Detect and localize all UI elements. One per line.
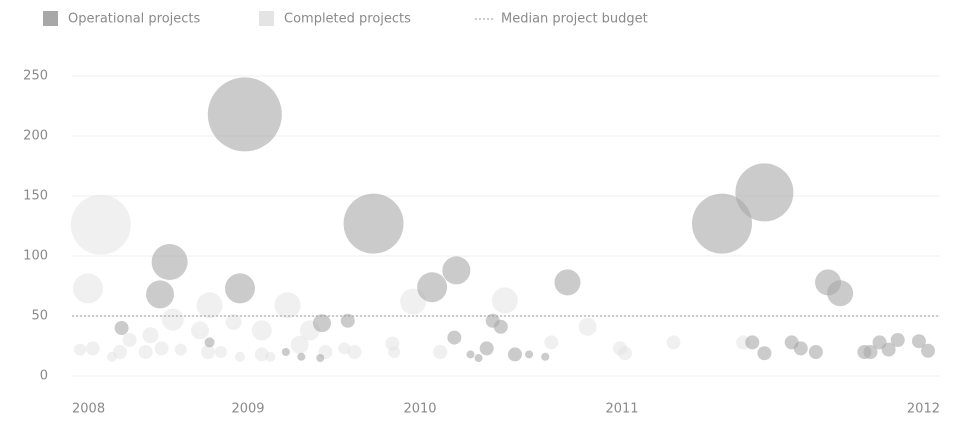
bubble	[204, 337, 215, 348]
bubble	[214, 346, 227, 358]
bubble	[73, 273, 103, 304]
bubble	[225, 314, 242, 330]
bubble	[122, 333, 137, 347]
bubble	[442, 256, 471, 285]
y-tick-label: 100	[23, 249, 48, 264]
bubble	[138, 345, 153, 359]
bubble	[827, 280, 854, 307]
bubble	[174, 343, 187, 356]
bubble	[316, 354, 325, 362]
bubble	[491, 287, 518, 314]
bubble	[745, 335, 760, 350]
bubble	[544, 335, 559, 350]
bubble	[85, 341, 100, 356]
bubble	[911, 334, 926, 349]
bubble	[151, 244, 188, 280]
x-tick-label: 2011	[605, 402, 638, 417]
bubble	[757, 346, 772, 361]
bubble	[338, 342, 351, 355]
x-tick-label: 2012	[907, 402, 940, 417]
legend-swatch	[43, 11, 58, 26]
bubble	[493, 319, 508, 334]
bubble	[281, 348, 290, 356]
x-tick-label: 2009	[231, 402, 264, 417]
series	[114, 77, 936, 362]
bubble	[735, 163, 794, 222]
bubble	[107, 351, 117, 362]
bubble	[290, 335, 309, 354]
y-tick-label: 200	[23, 129, 48, 144]
bubble	[666, 335, 681, 350]
bubble	[691, 193, 752, 254]
bubble	[479, 341, 494, 356]
bubble	[235, 351, 245, 362]
bubble	[254, 347, 269, 362]
bubble	[466, 350, 475, 359]
bubble	[201, 345, 215, 359]
series	[70, 194, 751, 362]
bubble	[312, 314, 331, 333]
bubble	[808, 345, 823, 359]
bubble	[146, 280, 174, 309]
bubble	[921, 343, 936, 358]
bubble	[251, 320, 272, 341]
bubble	[474, 354, 483, 362]
bubble	[154, 341, 169, 356]
legend-label: Operational projects	[68, 12, 201, 27]
y-tick-label: 50	[31, 309, 48, 324]
bubble	[196, 292, 223, 319]
legend-swatch	[259, 11, 274, 26]
bubble	[541, 352, 550, 361]
bubble	[433, 345, 448, 359]
legend-label: Median project budget	[501, 12, 648, 27]
bubble	[525, 350, 534, 359]
bubble	[74, 343, 86, 356]
bubble	[507, 347, 522, 362]
bubble	[191, 321, 209, 340]
bubble	[447, 330, 462, 345]
bubble	[114, 321, 129, 335]
bubble	[343, 193, 404, 254]
bubble	[793, 341, 808, 356]
bubble	[347, 345, 362, 359]
bubble	[618, 346, 633, 361]
bubble	[225, 273, 255, 304]
bubble	[881, 342, 896, 357]
x-tick-label: 2008	[72, 402, 105, 417]
bubble	[265, 351, 276, 362]
legend-label: Completed projects	[284, 12, 411, 27]
bubble	[417, 272, 448, 303]
bubble	[142, 327, 159, 344]
bubble	[388, 346, 401, 358]
bubble	[274, 292, 301, 319]
y-tick-label: 250	[23, 69, 48, 84]
bubble	[297, 352, 306, 361]
y-tick-label: 0	[40, 369, 48, 384]
bubble	[863, 345, 878, 359]
x-tick-label: 2010	[403, 402, 436, 417]
y-tick-label: 150	[23, 189, 48, 204]
bubble	[554, 269, 581, 296]
bubble	[890, 333, 905, 347]
bubble	[340, 313, 355, 328]
bubble	[207, 77, 282, 152]
bubble	[578, 317, 597, 336]
bubble	[161, 308, 184, 331]
bubble	[70, 194, 131, 255]
